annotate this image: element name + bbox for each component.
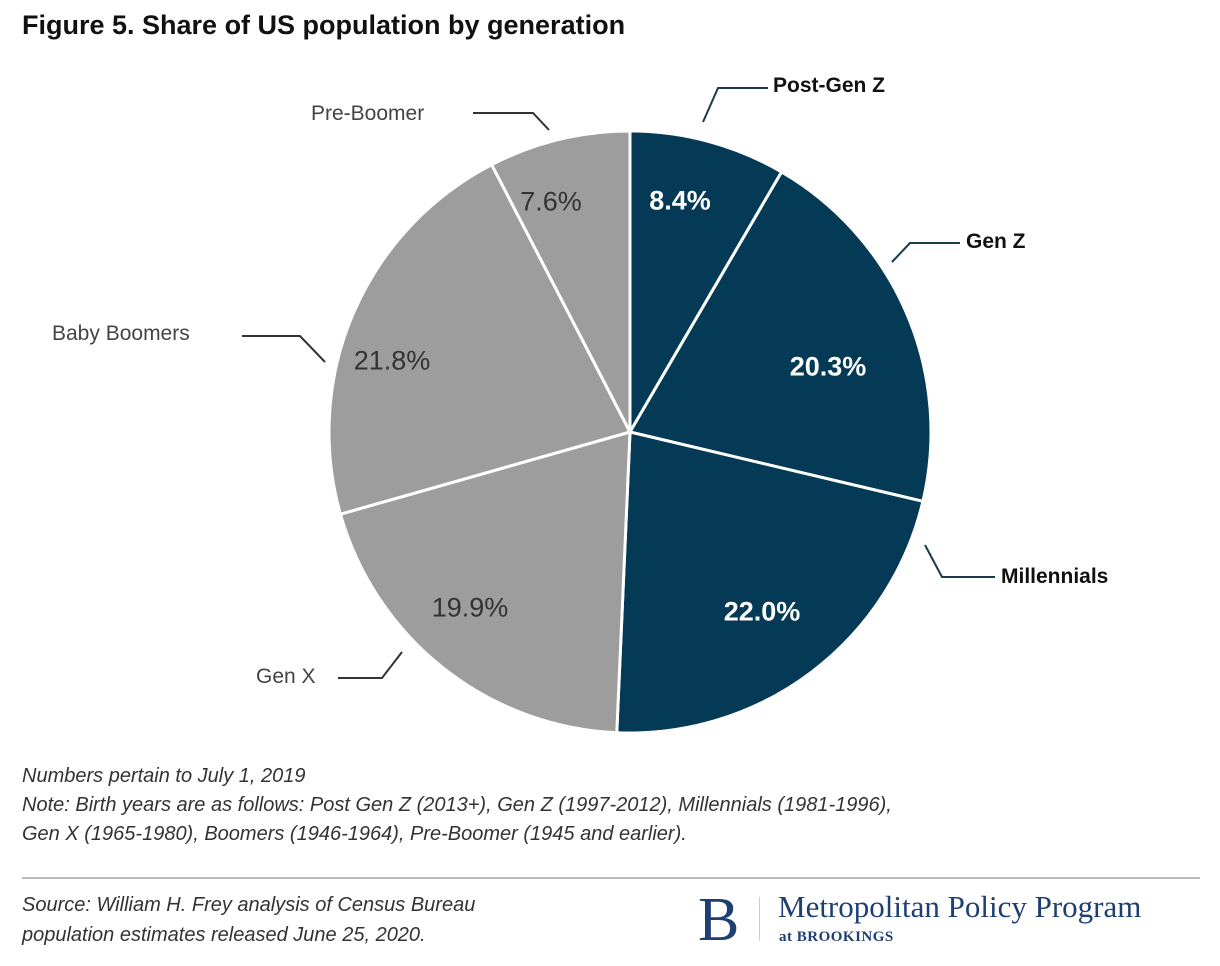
pie-chart — [242, 87, 995, 735]
leader-pre-boomer — [473, 112, 550, 131]
logo-separator — [759, 897, 760, 941]
slice-value-gen-z: 20.3% — [789, 351, 867, 382]
leader-millennials — [924, 544, 995, 578]
logo-program-name: Metropolitan Policy Program — [778, 889, 1142, 924]
slice-value-post-gen-z: 8.4% — [649, 185, 711, 216]
pie-slice-pre-boomer — [489, 129, 632, 433]
chart-title: Figure 5. Share of US population by gene… — [22, 10, 626, 40]
slice-label-pre-boomer: Pre-Boomer — [311, 102, 425, 125]
note-birth-years-2: Gen X (1965-1980), Boomers (1946-1964), … — [22, 823, 687, 845]
pie-slice-post-gen-z — [628, 129, 784, 438]
divider — [22, 877, 1200, 879]
leader-gen-z — [891, 242, 960, 263]
pie-slice-millennials — [615, 430, 925, 735]
slice-value-pre-boomer: 7.6% — [520, 186, 582, 217]
source-line-2: population estimates released June 25, 2… — [22, 924, 426, 946]
pie-slice-gen-z — [627, 169, 933, 504]
slice-label-gen-x: Gen X — [256, 665, 316, 688]
slice-value-baby-boomers: 21.8% — [353, 345, 431, 376]
slice-value-millennials: 22.0% — [723, 596, 801, 627]
note-date: Numbers pertain to July 1, 2019 — [22, 765, 306, 787]
slice-label-millennials: Millennials — [1001, 565, 1109, 588]
slice-label-baby-boomers: Baby Boomers — [52, 322, 190, 345]
leader-post-gen-z — [702, 87, 768, 123]
slice-value-gen-x: 19.9% — [431, 592, 509, 623]
note-birth-years-1: Note: Birth years are as follows: Post G… — [22, 794, 892, 816]
pie-slice-baby-boomers — [327, 162, 633, 517]
brookings-logo-mark: B — [698, 886, 740, 954]
pie-slice-gen-x — [338, 429, 632, 735]
leader-baby-boomers — [242, 335, 326, 363]
logo-subtitle: at BROOKINGS — [779, 929, 894, 945]
leader-gen-x — [338, 651, 403, 679]
source-text: Source: William H. Frey analysis of Cens… — [22, 890, 475, 950]
source-line-1: Source: William H. Frey analysis of Cens… — [22, 894, 476, 916]
slice-label-post-gen-z: Post-Gen Z — [773, 74, 886, 97]
slice-label-gen-z: Gen Z — [966, 230, 1026, 253]
